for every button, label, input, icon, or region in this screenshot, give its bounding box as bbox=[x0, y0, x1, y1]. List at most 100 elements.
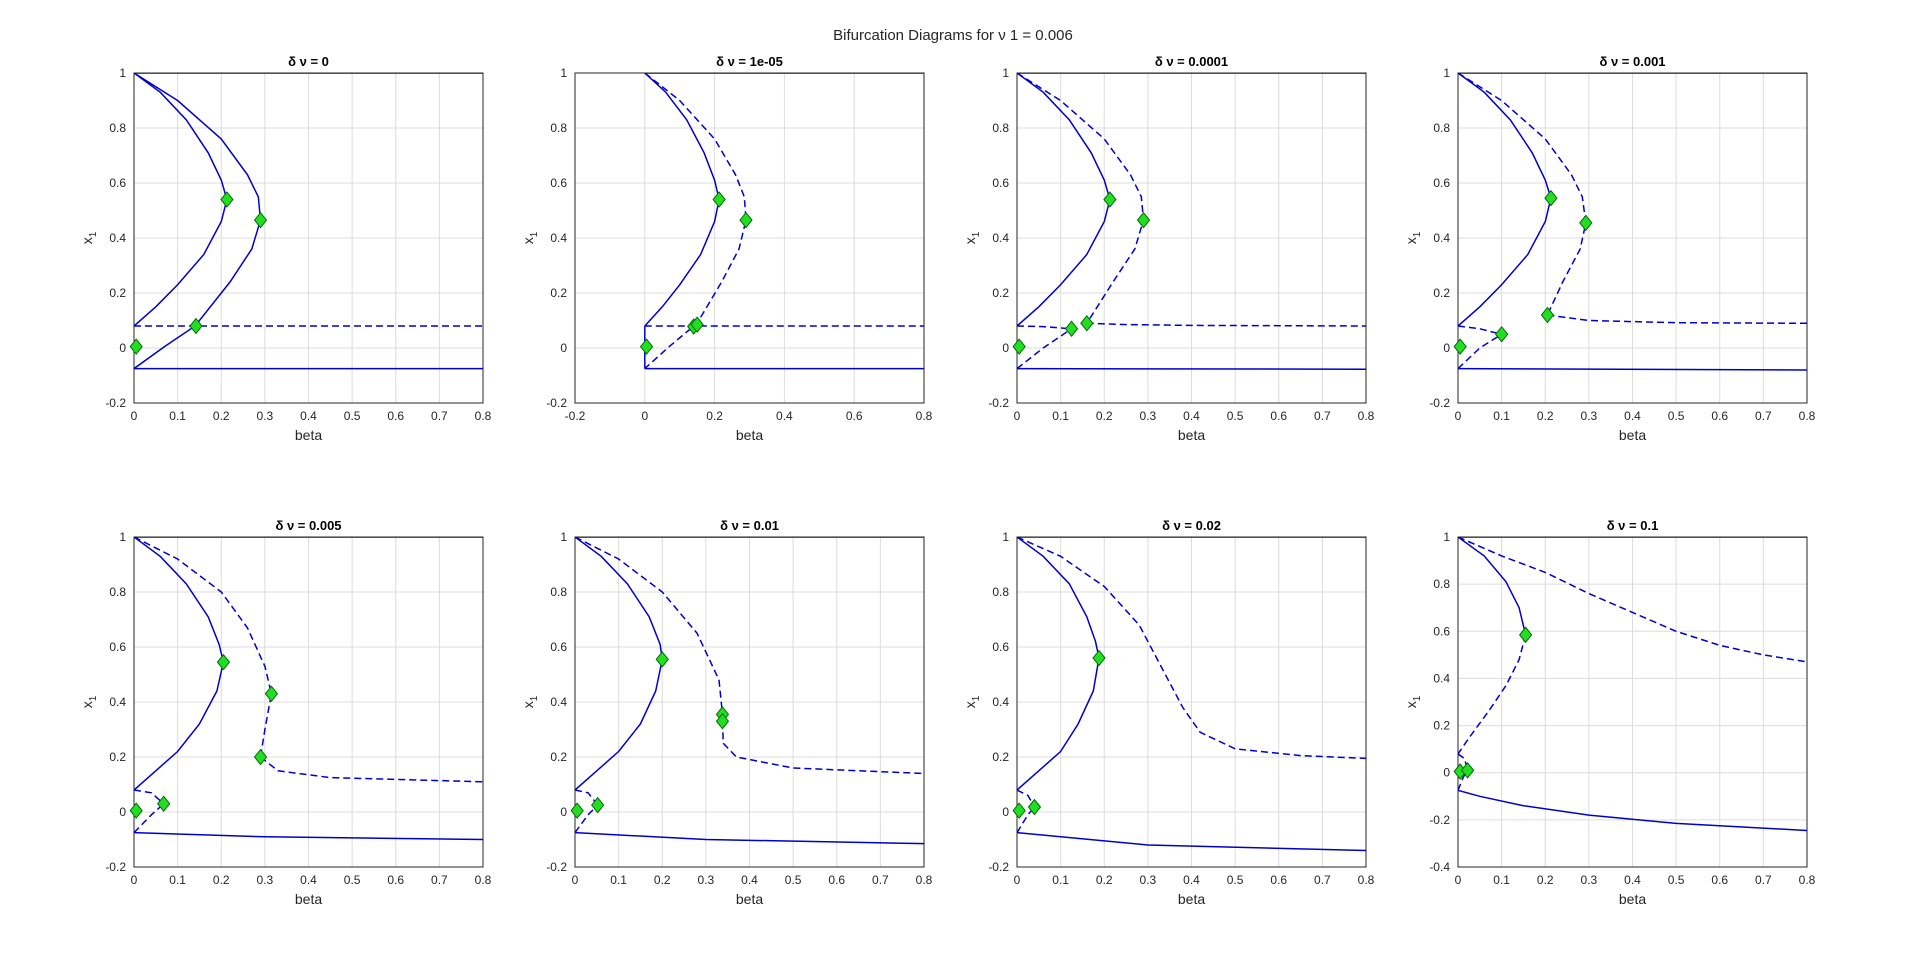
y-tick-label: 0 bbox=[119, 341, 126, 355]
subplot-title: δ ν = 0.005 bbox=[275, 518, 341, 533]
x-tick-label: 0.5 bbox=[1668, 873, 1685, 887]
y-tick-label: 0.8 bbox=[1433, 121, 1450, 135]
y-tick-label: 0.6 bbox=[992, 640, 1009, 654]
unstable-branch-line bbox=[1017, 537, 1366, 760]
x-tick-label: 0.6 bbox=[1711, 409, 1728, 423]
unstable-branch-line bbox=[1547, 314, 1807, 325]
x-tick-label: 0 bbox=[1014, 409, 1021, 423]
x-tick-label: 0.4 bbox=[1624, 873, 1641, 887]
unstable-branch-line bbox=[1458, 325, 1502, 336]
x-axis-label: beta bbox=[1619, 427, 1646, 443]
y-tick-label: 1 bbox=[1002, 66, 1009, 80]
y-tick-label: 1 bbox=[1443, 530, 1450, 544]
subplot-title: δ ν = 0.02 bbox=[1162, 518, 1221, 533]
y-axis-label-subscript: 1 bbox=[529, 695, 540, 701]
unstable-branch-line bbox=[644, 73, 747, 370]
x-tick-label: 0.4 bbox=[1183, 409, 1200, 423]
x-tick-label: 0.2 bbox=[706, 409, 723, 423]
x-tick-label: 0.6 bbox=[1270, 873, 1287, 887]
x-tick-label: 0.7 bbox=[1314, 873, 1331, 887]
unstable-branch-line bbox=[1017, 325, 1072, 330]
bifurcation-point-marker bbox=[216, 653, 231, 671]
subplot-6: 0 0.1 0.2 0.3 0.4 0.5 0.6 0.7 0.8 -0.2 0 0.2 0.4 0.6 0… bbox=[520, 518, 933, 907]
x-tick-label: 0.6 bbox=[1711, 873, 1728, 887]
y-tick-label: 0.6 bbox=[109, 640, 126, 654]
y-axis-label-base: x bbox=[962, 701, 978, 708]
subplot-grid: 0 0.1 0.2 0.3 0.4 0.5 0.6 0.7 0.8 -0.2 0 0.2 0.4 0.6 0… bbox=[79, 54, 1816, 907]
stable-branch-line bbox=[134, 537, 225, 791]
y-tick-label: 0.8 bbox=[992, 121, 1009, 135]
x-axis-label: beta bbox=[736, 427, 763, 443]
unstable-branch-line bbox=[134, 789, 165, 805]
y-axis-label-base: x bbox=[79, 237, 95, 244]
x-tick-label: 0.6 bbox=[387, 873, 404, 887]
x-tick-label: 0.7 bbox=[1755, 409, 1772, 423]
bifurcation-point-marker bbox=[1092, 649, 1106, 667]
y-tick-label: 0.8 bbox=[992, 585, 1009, 599]
unstable-branch-line bbox=[575, 804, 599, 834]
y-tick-label: -0.2 bbox=[546, 860, 567, 874]
x-tick-label: 0 bbox=[641, 409, 648, 423]
x-tick-label: 0.7 bbox=[1755, 873, 1772, 887]
stable-branch-line bbox=[1458, 537, 1527, 635]
x-tick-label: 0.4 bbox=[300, 873, 317, 887]
bifurcation-point-marker bbox=[1518, 626, 1533, 644]
y-axis-label-subscript: 1 bbox=[971, 695, 982, 701]
y-tick-label: 0.6 bbox=[1433, 624, 1450, 638]
y-tick-label: 0.8 bbox=[550, 121, 567, 135]
bifurcation-point-marker bbox=[129, 802, 143, 819]
x-tick-label: 0.3 bbox=[1581, 873, 1598, 887]
unstable-branch-line bbox=[1458, 333, 1502, 370]
y-axis-label-subscript: 1 bbox=[1412, 231, 1423, 237]
x-tick-label: 0.7 bbox=[431, 409, 448, 423]
y-tick-label: -0.4 bbox=[1429, 860, 1450, 874]
y-tick-label: 0 bbox=[1002, 805, 1009, 819]
x-tick-label: -0.2 bbox=[565, 409, 586, 423]
y-axis-label-base: x bbox=[1403, 701, 1419, 708]
x-tick-label: 0 bbox=[1014, 873, 1021, 887]
x-tick-label: 0.1 bbox=[1052, 873, 1069, 887]
y-tick-label: -0.2 bbox=[1429, 396, 1450, 410]
y-tick-label: 0 bbox=[1443, 341, 1450, 355]
bifurcation-point-marker bbox=[1540, 306, 1555, 324]
y-tick-label: -0.2 bbox=[988, 396, 1009, 410]
subplot-7: 0 0.1 0.2 0.3 0.4 0.5 0.6 0.7 0.8 -0.2 0 0.2 0.4 0.6 0… bbox=[962, 518, 1375, 907]
x-tick-label: 0.4 bbox=[776, 409, 793, 423]
y-tick-label: -0.2 bbox=[105, 396, 126, 410]
stable-branch-line bbox=[1017, 831, 1366, 852]
bifurcation-point-marker bbox=[253, 748, 268, 766]
bifurcation-point-marker bbox=[1494, 325, 1509, 343]
bifurcation-point-marker bbox=[739, 211, 753, 229]
y-axis-label: x1 bbox=[962, 695, 982, 708]
unstable-branch-line bbox=[1017, 328, 1072, 370]
y-tick-label: 0.4 bbox=[550, 695, 567, 709]
x-tick-label: 0.2 bbox=[1537, 873, 1554, 887]
x-tick-label: 0.2 bbox=[1096, 873, 1113, 887]
y-tick-label: 0.6 bbox=[550, 176, 567, 190]
x-tick-label: 0.1 bbox=[1493, 873, 1510, 887]
subplot-title: δ ν = 1e-05 bbox=[716, 54, 783, 69]
bifurcation-point-marker bbox=[712, 191, 726, 208]
bifurcation-point-marker bbox=[129, 338, 143, 355]
x-tick-label: 0.1 bbox=[610, 873, 627, 887]
y-axis-label: x1 bbox=[520, 231, 540, 244]
y-tick-label: 0.2 bbox=[109, 286, 126, 300]
unstable-branch-line bbox=[1458, 770, 1469, 791]
x-axis-label: beta bbox=[295, 427, 322, 443]
y-tick-label: 0.4 bbox=[550, 231, 567, 245]
series-group bbox=[575, 537, 924, 845]
x-axis-label: beta bbox=[736, 891, 763, 907]
x-tick-label: 0.3 bbox=[1140, 873, 1157, 887]
series-group bbox=[1458, 73, 1807, 371]
bifurcation-point-marker bbox=[189, 317, 203, 335]
subplot-title: δ ν = 0 bbox=[288, 54, 329, 69]
bifurcation-point-marker bbox=[690, 316, 704, 333]
x-tick-label: 0.5 bbox=[1668, 409, 1685, 423]
x-tick-label: 0.1 bbox=[169, 409, 186, 423]
unstable-branch-line bbox=[1017, 73, 1145, 324]
bifurcation-point-marker bbox=[639, 338, 654, 355]
x-axis-label: beta bbox=[1178, 891, 1205, 907]
y-axis-label-base: x bbox=[520, 701, 536, 708]
y-tick-label: -0.2 bbox=[105, 860, 126, 874]
